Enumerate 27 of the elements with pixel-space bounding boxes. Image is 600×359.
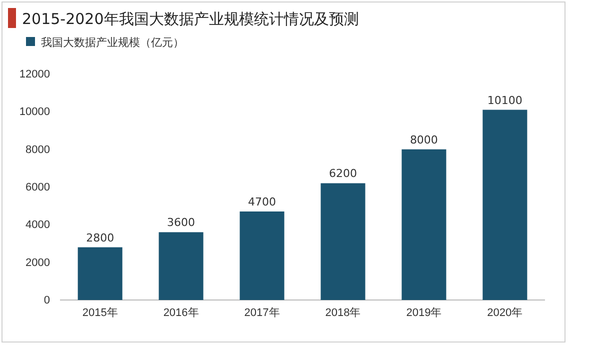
x-tick-label: 2017年 [244, 306, 280, 319]
x-tick-label: 2015年 [82, 306, 118, 319]
x-tick-label: 2016年 [163, 306, 199, 319]
data-label: 3600 [167, 216, 196, 230]
y-tick-label: 4000 [26, 219, 50, 232]
y-tick-label: 10000 [19, 106, 50, 118]
y-tick-label: 0 [44, 294, 50, 307]
bar [482, 110, 528, 300]
x-tick-label: 2020年 [487, 306, 523, 319]
bar [158, 232, 204, 300]
y-tick-label: 12000 [19, 68, 50, 81]
bar [78, 247, 122, 300]
data-label: 2800 [86, 231, 114, 244]
y-tick-label: 2000 [26, 256, 50, 269]
y-tick-label: 6000 [26, 182, 50, 194]
bar [240, 211, 284, 300]
data-label: 10100 [487, 94, 522, 107]
y-tick-label: 8000 [26, 144, 50, 156]
data-label: 4700 [248, 195, 276, 208]
chart-title: 2015-2020年我国大数据产业规模统计情况及预测 [22, 10, 359, 28]
legend-label: 我国大数据产业规模（亿元） [41, 36, 184, 49]
bar [402, 149, 446, 300]
x-tick-label: 2018年 [325, 306, 361, 319]
x-tick-label: 2019年 [406, 306, 442, 319]
data-label: 8000 [410, 133, 438, 146]
data-label: 6200 [328, 167, 357, 180]
bar [320, 183, 366, 300]
